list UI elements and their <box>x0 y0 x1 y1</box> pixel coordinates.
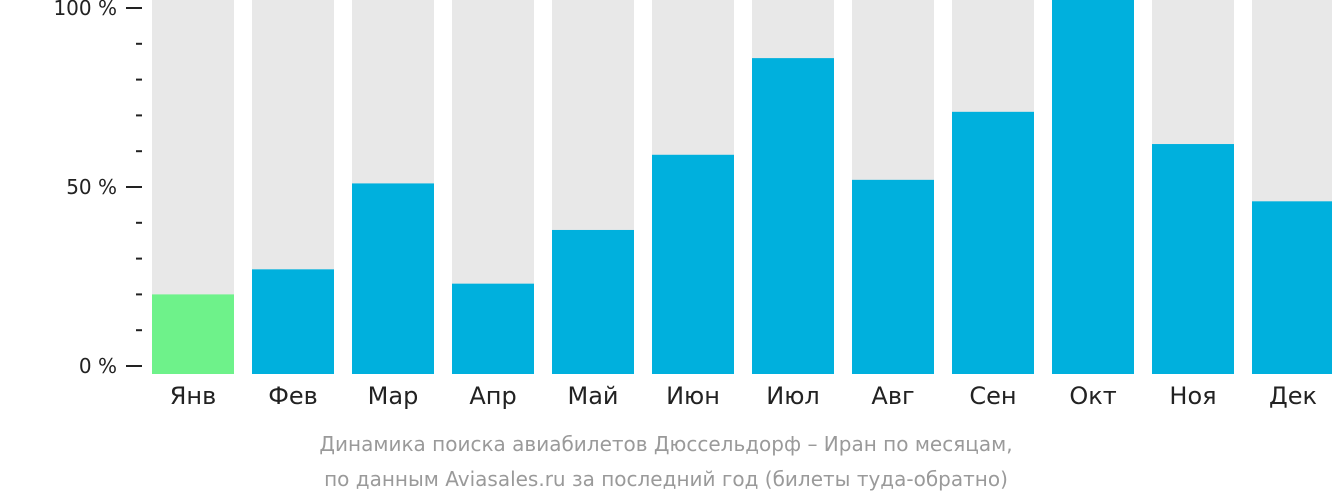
chart-caption-line2: по данным Aviasales.ru за последний год … <box>324 467 1008 491</box>
bar <box>752 58 834 375</box>
x-tick-label: Июн <box>666 382 720 410</box>
x-tick-label: Сен <box>969 382 1016 410</box>
bar <box>452 283 534 374</box>
x-tick-label: Янв <box>170 382 217 410</box>
x-tick-label: Дек <box>1269 382 1317 410</box>
bar <box>652 154 734 374</box>
bar <box>152 294 234 374</box>
y-tick-label: 50 % <box>66 175 117 199</box>
y-tick-label: 100 % <box>53 0 117 20</box>
x-tick-label: Окт <box>1069 382 1116 410</box>
x-tick-label: Фев <box>268 382 318 410</box>
bar <box>852 179 934 374</box>
bar <box>952 111 1034 374</box>
bar-chart: 0 % 50 % 100 % Янв Фев Мар Апр Май Июн Июл Авг Сен О… <box>53 0 1332 410</box>
x-tick-label: Мар <box>368 382 419 410</box>
x-tick-label: Май <box>567 382 618 410</box>
bar <box>1252 201 1332 374</box>
bar <box>1152 144 1234 374</box>
x-tick-label: Авг <box>871 382 914 410</box>
x-tick-label: Июл <box>766 382 820 410</box>
bar <box>1052 0 1134 374</box>
y-tick-label: 0 % <box>79 354 117 378</box>
bar <box>252 269 334 374</box>
bar <box>352 183 434 374</box>
x-tick-label: Ноя <box>1169 382 1216 410</box>
chart-caption-line1: Динамика поиска авиабилетов Дюссельдорф … <box>319 432 1013 456</box>
x-tick-label: Апр <box>469 382 516 410</box>
bar <box>552 229 634 374</box>
